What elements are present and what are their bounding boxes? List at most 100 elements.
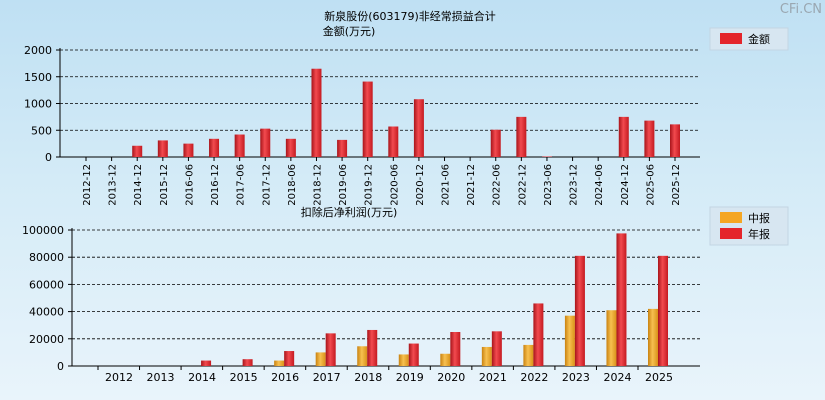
bottom-ytick-label: 60000 — [29, 278, 64, 291]
bottom-bar-interim — [357, 346, 368, 366]
bottom-xtick-label: 2015 — [230, 371, 258, 384]
top-xtick-label: 2016-06 — [184, 164, 195, 206]
top-ytick-label: 0 — [45, 151, 52, 164]
top-ytick-label: 500 — [31, 124, 52, 137]
bottom-xtick-label: 2017 — [313, 371, 341, 384]
legend-label-amount: 金额 — [748, 32, 770, 46]
top-bar — [413, 99, 424, 157]
top-xtick-label: 2012-12 — [82, 164, 93, 206]
bottom-bar-interim — [481, 346, 492, 366]
top-xtick-label: 2024-06 — [594, 164, 605, 206]
bottom-xtick-label: 2014 — [188, 371, 216, 384]
bottom-bar-interim — [315, 352, 326, 366]
top-bar — [234, 134, 245, 157]
legend-swatch-annual — [720, 228, 742, 239]
bottom-ytick-label: 40000 — [29, 306, 64, 319]
top-xtick-label: 2019-12 — [364, 164, 375, 206]
top-bar — [490, 129, 501, 157]
top-bar — [337, 139, 348, 157]
top-plot-area: 0 500 1000 1500 2000 2012-12 2013-12 2014-12 201… — [24, 44, 700, 206]
bottom-xtick-label: 2012 — [105, 371, 133, 384]
top-bar — [209, 138, 220, 157]
bottom-xtick-label: 2025 — [645, 371, 673, 384]
bottom-bar-interim — [564, 315, 575, 366]
top-bar — [541, 156, 552, 157]
top-bar — [388, 126, 399, 157]
bottom-bar-interim — [274, 360, 285, 366]
bottom-xtick-label: 2019 — [396, 371, 424, 384]
top-xtick-label: 2023-12 — [569, 164, 580, 206]
top-xtick-label: 2025-06 — [645, 164, 656, 206]
top-chart-title: 新泉股份(603179)非经常损益合计 — [324, 9, 496, 23]
bottom-xtick-label: 2022 — [520, 371, 548, 384]
top-xtick-label: 2022-06 — [492, 164, 503, 206]
top-bar — [516, 116, 527, 157]
bottom-bar-interim — [440, 353, 451, 366]
top-ytick-label: 2000 — [24, 44, 52, 57]
top-bar — [362, 81, 373, 157]
top-xtick-label: 2025-12 — [671, 164, 682, 206]
top-xtick-label: 2013-12 — [108, 164, 119, 206]
bottom-bar-interim — [648, 308, 658, 366]
bottom-bar-interim — [606, 310, 617, 366]
bottom-bar-annual — [367, 329, 378, 366]
bottom-chart-title: 扣除后净利润(万元) — [301, 205, 398, 219]
bottom-bar-annual — [325, 333, 336, 366]
bottom-xtick-label: 2020 — [437, 371, 465, 384]
bottom-xtick-label: 2021 — [479, 371, 507, 384]
top-bar — [260, 128, 271, 157]
top-legend: 金额 — [709, 27, 789, 51]
bottom-ytick-label: 100000 — [22, 224, 64, 237]
bottom-xtick-label: 2024 — [603, 371, 631, 384]
top-bar — [132, 145, 143, 157]
bottom-xtick-label: 2018 — [354, 371, 382, 384]
top-xtick-label: 2023-06 — [543, 164, 554, 206]
top-xtick-label: 2016-12 — [210, 164, 221, 206]
bottom-bar-annual — [658, 255, 668, 366]
bottom-bar-annual — [533, 303, 544, 366]
top-xtick-label: 2017-12 — [261, 164, 272, 206]
watermark: CFi.CN — [780, 2, 822, 17]
top-xtick-label: 2021-12 — [466, 164, 477, 206]
bottom-bar-annual — [450, 332, 461, 366]
legend-swatch-amount — [720, 33, 742, 44]
top-ytick-label: 1500 — [24, 71, 52, 84]
bottom-xtick-label: 2016 — [271, 371, 299, 384]
bottom-ytick-label: 80000 — [29, 251, 64, 264]
bottom-bar-annual — [491, 331, 502, 366]
bottom-ytick-label: 20000 — [29, 333, 64, 346]
top-xtick-label: 2018-12 — [312, 164, 323, 206]
legend-label-interim: 中报 — [748, 211, 770, 225]
top-xtick-label: 2020-06 — [389, 164, 400, 206]
top-xtick-label: 2019-06 — [338, 164, 349, 206]
top-xtick-label: 2024-12 — [620, 164, 631, 206]
bottom-bar-annual — [284, 351, 295, 366]
top-bar — [285, 138, 296, 157]
bottom-ytick-label: 0 — [57, 360, 64, 373]
bottom-plot-area: 0 20000 40000 60000 80000 100000 2012 2013 2014 2… — [22, 224, 700, 384]
bottom-bar-annual — [408, 343, 419, 366]
top-xtick-label: 2020-12 — [415, 164, 426, 206]
top-bar — [618, 116, 629, 157]
bottom-xtick-label: 2023 — [562, 371, 590, 384]
top-bar — [644, 120, 655, 157]
legend-swatch-interim — [720, 212, 742, 223]
top-bar — [311, 68, 322, 157]
top-ytick-label: 1000 — [24, 98, 52, 111]
bottom-legend: 中报 年报 — [709, 206, 789, 246]
bottom-xtick-label: 2013 — [147, 371, 175, 384]
top-bar — [183, 143, 194, 157]
bottom-bar-annual — [201, 360, 212, 366]
top-xtick-label: 2015-12 — [159, 164, 170, 206]
top-xtick-label: 2021-06 — [441, 164, 452, 206]
top-bar — [157, 140, 168, 157]
top-xtick-label: 2018-06 — [287, 164, 298, 206]
top-xtick-label: 2014-12 — [133, 164, 144, 206]
bottom-bar-annual — [574, 255, 585, 366]
bottom-bar-interim — [523, 344, 534, 366]
bottom-bar-annual — [242, 359, 253, 366]
bottom-bar-interim — [398, 354, 409, 366]
top-xtick-label: 2017-06 — [236, 164, 247, 206]
top-bar — [670, 124, 680, 157]
